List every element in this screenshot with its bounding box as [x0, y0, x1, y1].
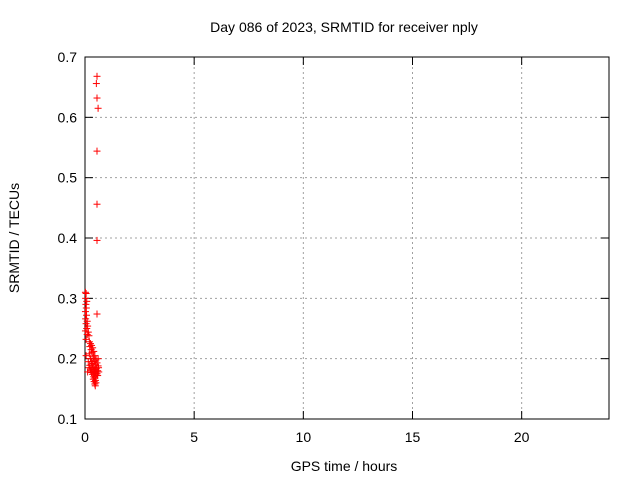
- data-point: [92, 80, 100, 88]
- data-point: [93, 72, 101, 80]
- data-point: [85, 350, 93, 358]
- data-point: [82, 294, 90, 302]
- chart-title: Day 086 of 2023, SRMTID for receiver npl…: [210, 19, 478, 35]
- plot-border: [84, 56, 610, 420]
- y-tick-label: 0.7: [58, 49, 78, 65]
- y-tick-label: 0.3: [58, 290, 78, 306]
- y-tick-label: 0.6: [58, 109, 78, 125]
- x-tick-label: 15: [405, 429, 421, 445]
- data-point: [81, 308, 89, 316]
- y-axis-label: SRMTID / TECUs: [6, 183, 22, 293]
- data-point: [93, 236, 101, 244]
- data-point: [92, 379, 100, 387]
- data-point: [94, 372, 102, 380]
- y-tick-label: 0.4: [58, 230, 78, 246]
- data-point: [93, 310, 101, 318]
- data-point: [85, 364, 93, 372]
- data-point: [81, 288, 89, 296]
- data-point: [84, 358, 92, 366]
- data-point: [93, 359, 101, 367]
- y-tick-label: 0.1: [58, 411, 78, 427]
- data-point: [91, 382, 99, 390]
- data-points: [81, 72, 103, 390]
- grid-lines: [85, 57, 609, 419]
- x-tick-label: 5: [190, 429, 198, 445]
- data-point: [82, 352, 90, 360]
- tick-labels: 0.1 0.2 0.3 0.4 0.5 0.6 0.7 0 5 10 15 20: [58, 49, 530, 445]
- data-point: [86, 343, 94, 351]
- data-point: [95, 368, 103, 376]
- axes: [84, 56, 610, 420]
- data-point: [82, 304, 90, 312]
- y-tick-label: 0.5: [58, 170, 78, 186]
- x-tick-label: 0: [81, 429, 89, 445]
- data-point: [93, 370, 101, 378]
- data-point: [83, 311, 91, 319]
- data-point: [84, 368, 92, 376]
- x-axis-label: GPS time / hours: [291, 458, 398, 474]
- data-point: [93, 147, 101, 155]
- data-point: [86, 340, 94, 348]
- data-point: [83, 297, 91, 305]
- data-point: [93, 200, 101, 208]
- data-point: [85, 332, 93, 340]
- x-tick-label: 20: [514, 429, 530, 445]
- data-point: [89, 344, 97, 352]
- data-point: [91, 352, 99, 360]
- data-point: [81, 327, 89, 335]
- data-point: [94, 355, 102, 363]
- y-tick-label: 0.2: [58, 351, 78, 367]
- x-tick-label: 10: [296, 429, 312, 445]
- data-point: [93, 94, 101, 102]
- data-point: [83, 331, 91, 339]
- data-point: [94, 104, 102, 112]
